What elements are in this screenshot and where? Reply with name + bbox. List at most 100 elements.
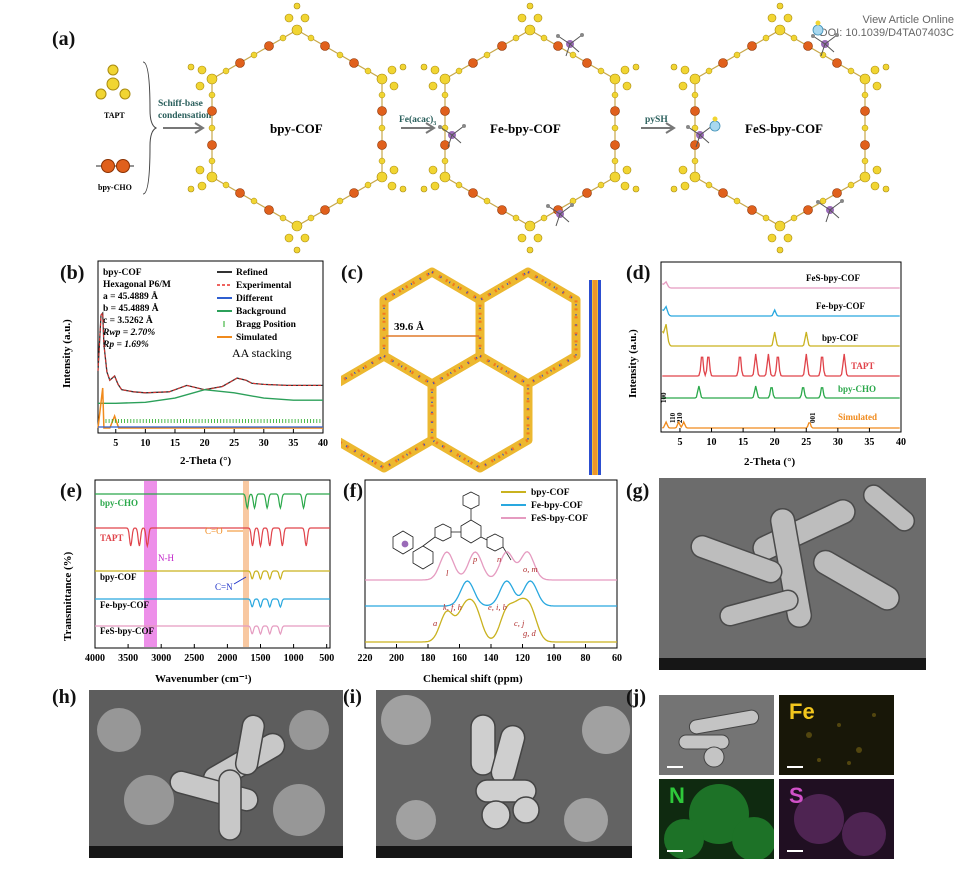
f-xticks: 220 200 180 160 140 120 100 80 60 [358,644,622,664]
f-series-1 [365,580,617,607]
eds-s-map: S [779,779,894,859]
e-co-band [243,481,249,647]
b-info-6: Rp = 1.69% [102,340,149,350]
d-label-fes: FeS-bpy-COF [806,273,861,283]
f-tick-label-7: 80 [581,653,591,664]
step3-label: pySH [645,115,668,125]
eds-fe-label: Fe [789,699,815,724]
tapt-molecule [95,64,131,100]
b-tick-label-6: 35 [288,438,298,449]
e-tick-label-0: 4000 [85,653,105,664]
arrow-1 [163,122,205,134]
f-peak-a: a [433,618,437,628]
arrow-3 [641,122,676,134]
f-tick-label-1: 200 [389,653,404,664]
b-tick-label-3: 20 [200,438,210,449]
d-peak-001: 001 [809,412,817,423]
bpy-cho-label: bpy-CHO [98,183,132,192]
panel-c-label: (c) [341,262,364,284]
arrow-2 [401,122,436,134]
d-xlabel: 2-Theta (°) [744,456,795,468]
b-tick-label-1: 10 [140,438,150,449]
d-label-bpycho: bpy-CHO [838,384,876,394]
panel-d-label: (d) [626,262,651,284]
brace [142,61,158,195]
article-header: View Article Online DOI: 10.1039/D4TA074… [820,14,954,40]
chart-b: bpy-COF Hexagonal P6/M a = 45.4889 Å b =… [61,260,328,467]
f-peak-labels: a k, f, h e, i, b c, j g, d l p n o, m [433,554,538,638]
panel-e-label: (e) [60,480,83,502]
e-label-bpycho: bpy-CHO [100,498,138,508]
f-tick-label-0: 220 [358,653,373,664]
pysh-1 [812,20,824,36]
structure-c: 39.6 Å [341,262,601,475]
d-tick-label-1: 10 [707,437,717,448]
b-legend-simulated: Simulated [236,333,278,343]
e-tick-label-5: 1500 [250,653,270,664]
b-xlabel: 2-Theta (°) [180,455,231,467]
f-legend: bpy-COF Fe-bpy-COF FeS-bpy-COF [501,488,588,524]
sem-g-info-bar [659,658,926,670]
e-xlabel: Wavenumber (cm⁻¹) [155,673,252,685]
d-tick-label-2: 15 [738,437,748,448]
panel-h-label: (h) [52,686,77,708]
e-series-4 [95,625,330,636]
d-tick-label-5: 30 [833,437,843,448]
eds-sem-image [659,695,774,775]
eds-n-map: N [659,779,774,859]
step1-line2: condensation [158,111,212,121]
d-label-fe: Fe-bpy-COF [816,301,865,311]
b-info-2: a = 45.4889 Å [103,290,158,302]
panel-f-label: (f) [343,480,363,502]
view-article-online-link[interactable]: View Article Online [862,14,954,26]
sem-h-info-bar [89,846,343,858]
c-pore-label: 39.6 Å [394,321,424,333]
f-peak-om: o, m [523,564,538,574]
e-tick-label-2: 3000 [151,653,171,664]
f-molecule [392,491,512,570]
d-series-4 [662,385,900,399]
c-pore-3 [341,356,432,468]
f-legend-fe: Fe-bpy-COF [531,501,583,511]
d-series-0 [662,280,900,289]
chart-d: FeS-bpy-COF Fe-bpy-COF bpy-COF TAPT bpy-… [627,261,906,468]
f-tick-label-8: 60 [612,653,622,664]
b-tick-label-4: 25 [229,438,239,449]
f-peak-kfh: k, f, h [443,602,462,612]
step2-label: Fe(acac)3 [399,114,436,127]
pysh-2 [709,116,721,132]
chart-f: bpy-COF Fe-bpy-COF FeS-bpy-COF a k, f, h… [358,479,622,685]
b-curves [97,311,323,429]
b-experimental-line [97,311,323,394]
bpy-cof-label: bpy-COF [270,121,323,136]
b-annotation: AA stacking [232,346,292,360]
eds-fe-map: Fe [779,695,894,775]
b-tick-label-7: 40 [318,438,328,449]
b-legend-different: Different [236,294,274,304]
e-curves [95,493,330,636]
e-xticks: 4000 3500 3000 2500 2000 1500 1000 500 [85,644,334,664]
f-series-0 [365,597,617,643]
e-label-tapt: TAPT [100,533,123,543]
d-series-1 [662,305,900,317]
d-series-3 [662,353,900,378]
d-tick-label-0: 5 [677,437,682,448]
e-label-bpycof: bpy-COF [100,572,137,582]
b-ylabel: Intensity (a.u.) [61,319,73,388]
f-curves [365,550,617,643]
f-peak-gd: g, d [523,628,537,638]
d-peak-100: 100 [660,392,668,403]
d-tick-label-6: 35 [864,437,874,448]
f-tick-label-6: 100 [547,653,562,664]
e-annot-nh: N-H [158,553,174,563]
e-tick-label-1: 3500 [118,653,138,664]
e-label-fe: Fe-bpy-COF [100,600,149,610]
e-label-fes: FeS-bpy-COF [100,626,155,636]
d-series-5 [662,420,900,429]
b-tick-label-0: 5 [113,438,118,449]
fe-bpy-cof-label: Fe-bpy-COF [490,121,561,136]
fes-bpy-cof-label: FeS-bpy-COF [745,121,823,136]
panel-j-label: (j) [626,686,646,708]
e-annot-cn: C=N [215,582,233,592]
f-peak-l: l [446,568,449,578]
